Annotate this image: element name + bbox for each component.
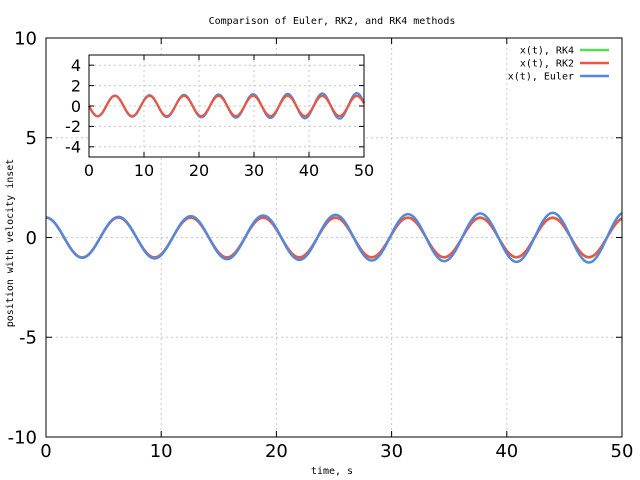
legend-label: x(t), RK4	[520, 46, 574, 57]
x-tick-label: 20	[189, 161, 209, 180]
x-tick-label: 30	[244, 161, 264, 180]
x-tick-label: 40	[495, 441, 518, 462]
main-plot-series	[45, 211, 623, 264]
y-tick-label: -10	[8, 427, 37, 448]
x-tick-label: 10	[150, 441, 173, 462]
x-tick-label: 50	[611, 441, 634, 462]
y-tick-label: -2	[65, 117, 81, 136]
series-line-2	[45, 211, 623, 264]
inset-plot-series	[88, 92, 366, 120]
y-tick-label: 2	[71, 76, 81, 95]
y-tick-label: 10	[14, 28, 37, 49]
inset-grid	[89, 55, 364, 157]
legend: x(t), RK4 x(t), RK2 x(t), Euler	[508, 46, 609, 83]
legend-label: x(t), Euler	[508, 72, 574, 83]
y-tick-label: 4	[71, 56, 81, 75]
x-tick-label: 40	[299, 161, 319, 180]
chart-title: Comparison of Euler, RK2, and RK4 method…	[209, 16, 456, 27]
y-tick-label: -4	[65, 138, 81, 157]
x-tick-label: 20	[265, 441, 288, 462]
y-tick-label: 0	[71, 97, 81, 116]
y-axis-label: position with velocity inset	[5, 159, 16, 328]
x-tick-label: 10	[134, 161, 154, 180]
legend-label: x(t), RK2	[520, 59, 574, 70]
series-line-2	[88, 94, 365, 118]
x-tick-label: 50	[354, 161, 374, 180]
y-tick-label: 5	[26, 128, 37, 149]
x-tick-label: 0	[84, 161, 94, 180]
y-tick-label: 0	[26, 228, 37, 249]
x-tick-label: 0	[40, 441, 51, 462]
x-axis-label: time, s	[311, 466, 353, 477]
x-tick-label: 30	[380, 441, 403, 462]
y-tick-label: -5	[19, 328, 37, 349]
